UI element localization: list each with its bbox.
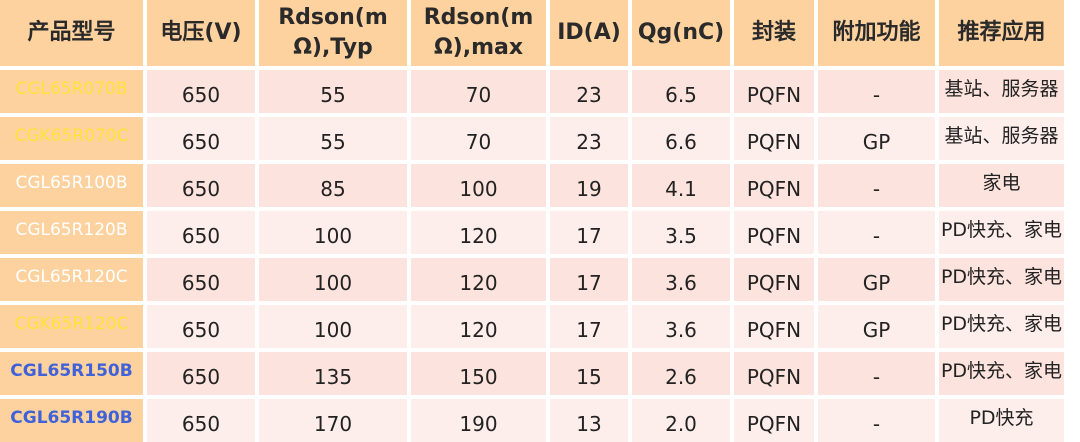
rdson-typ-cell: 100	[259, 211, 407, 254]
header-package: 封装	[734, 0, 814, 66]
rdson-max-cell: 120	[411, 258, 546, 301]
header-rdson-max: Rdson(m Ω),max	[411, 0, 546, 66]
package-cell: PQFN	[734, 70, 814, 113]
package-cell: PQFN	[734, 305, 814, 348]
application-cell: 家电	[939, 164, 1064, 207]
package-cell: PQFN	[734, 352, 814, 395]
id-cell: 13	[550, 399, 628, 442]
extra-cell: -	[818, 399, 935, 442]
application-cell: PD快充、家电	[939, 258, 1064, 301]
id-cell: 19	[550, 164, 628, 207]
rdson-typ-cell: 100	[259, 258, 407, 301]
extra-cell: -	[818, 164, 935, 207]
rdson-max-cell: 150	[411, 352, 546, 395]
voltage-cell: 650	[147, 258, 255, 301]
header-model: 产品型号	[0, 0, 143, 66]
id-cell: 15	[550, 352, 628, 395]
voltage-cell: 650	[147, 164, 255, 207]
extra-cell: -	[818, 352, 935, 395]
package-cell: PQFN	[734, 399, 814, 442]
extra-cell: -	[818, 211, 935, 254]
qg-cell: 6.6	[632, 117, 730, 160]
extra-cell: GP	[818, 117, 935, 160]
model-cell: CGL65R150B	[0, 352, 143, 395]
application-cell: PD快充、家电	[939, 211, 1064, 254]
id-cell: 17	[550, 258, 628, 301]
rdson-typ-cell: 100	[259, 305, 407, 348]
qg-cell: 4.1	[632, 164, 730, 207]
header-extra: 附加功能	[818, 0, 935, 66]
application-cell: 基站、服务器	[939, 117, 1064, 160]
id-cell: 23	[550, 70, 628, 113]
package-cell: PQFN	[734, 258, 814, 301]
extra-cell: GP	[818, 258, 935, 301]
package-cell: PQFN	[734, 117, 814, 160]
header-application: 推荐应用	[939, 0, 1064, 66]
qg-cell: 2.6	[632, 352, 730, 395]
id-cell: 23	[550, 117, 628, 160]
id-cell: 17	[550, 305, 628, 348]
application-cell: PD快充、家电	[939, 352, 1064, 395]
voltage-cell: 650	[147, 399, 255, 442]
header-voltage: 电压(V)	[147, 0, 255, 66]
header-id: ID(A)	[550, 0, 628, 66]
id-cell: 17	[550, 211, 628, 254]
package-cell: PQFN	[734, 211, 814, 254]
extra-cell: -	[818, 70, 935, 113]
rdson-max-cell: 70	[411, 70, 546, 113]
rdson-max-cell: 120	[411, 211, 546, 254]
rdson-typ-cell: 55	[259, 117, 407, 160]
header-rdson-typ: Rdson(m Ω),Typ	[259, 0, 407, 66]
rdson-max-cell: 70	[411, 117, 546, 160]
rdson-typ-cell: 135	[259, 352, 407, 395]
rdson-max-cell: 120	[411, 305, 546, 348]
application-cell: PD快充	[939, 399, 1064, 442]
rdson-max-cell: 100	[411, 164, 546, 207]
qg-cell: 3.6	[632, 305, 730, 348]
voltage-cell: 650	[147, 117, 255, 160]
rdson-typ-cell: 85	[259, 164, 407, 207]
rdson-max-cell: 190	[411, 399, 546, 442]
qg-cell: 2.0	[632, 399, 730, 442]
header-qg: Qg(nC)	[632, 0, 730, 66]
voltage-cell: 650	[147, 305, 255, 348]
voltage-cell: 650	[147, 352, 255, 395]
package-cell: PQFN	[734, 164, 814, 207]
extra-cell: GP	[818, 305, 935, 348]
qg-cell: 3.6	[632, 258, 730, 301]
model-cell: CGL65R120C	[0, 258, 143, 301]
application-cell: 基站、服务器	[939, 70, 1064, 113]
model-cell: CGL65R120B	[0, 211, 143, 254]
application-cell: PD快充、家电	[939, 305, 1064, 348]
qg-cell: 3.5	[632, 211, 730, 254]
model-cell: CGL65R100B	[0, 164, 143, 207]
model-cell: CGK65R120C	[0, 305, 143, 348]
voltage-cell: 650	[147, 211, 255, 254]
model-cell: CGK65R070C	[0, 117, 143, 160]
voltage-cell: 650	[147, 70, 255, 113]
rdson-typ-cell: 170	[259, 399, 407, 442]
rdson-typ-cell: 55	[259, 70, 407, 113]
model-cell: CGL65R190B	[0, 399, 143, 442]
qg-cell: 6.5	[632, 70, 730, 113]
model-cell: CGL65R070B	[0, 70, 143, 113]
